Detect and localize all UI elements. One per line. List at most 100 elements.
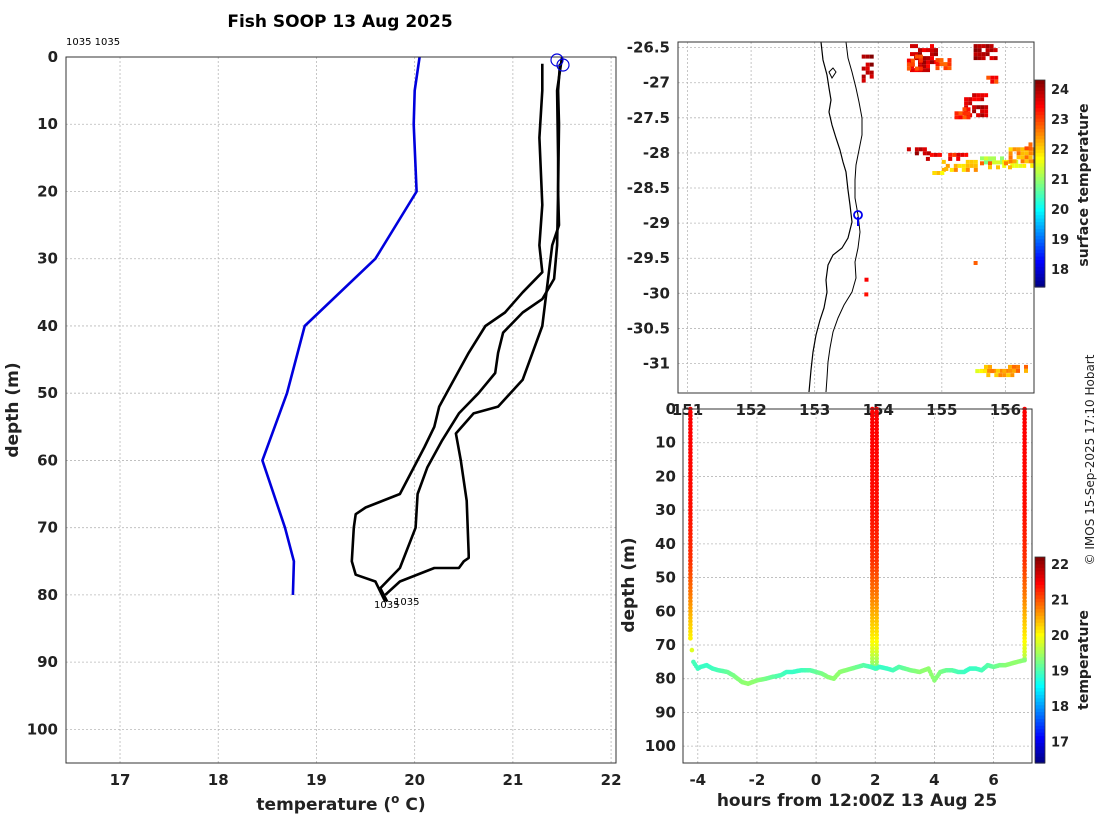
section-profile-point <box>1022 528 1027 533</box>
section-profile-point <box>870 507 875 513</box>
map-temperature-cell <box>984 364 988 369</box>
section-profile-point <box>870 548 875 553</box>
surface-temperature-colorbar-label: surface temperature <box>1076 103 1092 266</box>
map-temperature-cell <box>1020 147 1025 152</box>
temperature-colorbar-segment <box>1035 622 1045 627</box>
surface-colorbar-tick-label: 20 <box>1051 203 1069 218</box>
section-profile-point <box>874 575 879 580</box>
surface-colorbar-segment <box>1035 186 1045 191</box>
map-temperature-cell <box>930 56 934 61</box>
map-lat-tick-label: -30 <box>643 284 670 302</box>
surface-colorbar-segment <box>1035 197 1045 202</box>
section-profile-point <box>874 514 879 520</box>
section-profile-point <box>1022 629 1027 634</box>
section-profile-point <box>1022 625 1027 631</box>
section-profile-point <box>1022 491 1027 496</box>
section-profile-point <box>1022 440 1027 446</box>
section-profile-point <box>688 460 693 466</box>
surface-colorbar-segment <box>1035 193 1045 198</box>
section-profile-point <box>870 437 875 442</box>
section-profile-point <box>1022 437 1027 442</box>
surface-colorbar-segment <box>1035 80 1045 85</box>
map-temperature-cell <box>1016 364 1020 369</box>
section-profile-point <box>870 558 875 563</box>
map-temperature-cell <box>935 62 940 67</box>
section-profile-point <box>688 507 693 513</box>
temperature-colorbar-segment <box>1035 694 1045 699</box>
map-temperature-cell <box>1028 151 1033 156</box>
section-profile-point <box>874 437 879 442</box>
section-profile-point <box>874 639 879 644</box>
profile-frame <box>65 56 617 764</box>
map-temperature-cell <box>973 52 978 57</box>
map-temperature-cell <box>993 48 998 53</box>
temperature-colorbar-segment <box>1035 587 1045 592</box>
surface-colorbar-frame <box>1034 79 1046 288</box>
temperature-colorbar-segment <box>1035 574 1045 579</box>
imos-credit: © IMOS 15-Sep-2025 17:10 Hobart <box>1083 354 1097 565</box>
map-temperature-cell <box>1016 147 1021 152</box>
map-temperature-cell <box>935 66 940 71</box>
section-y-tick-label: 80 <box>655 670 676 688</box>
temperature-colorbar-segment <box>1035 721 1045 726</box>
section-profile-point <box>1022 511 1027 516</box>
section-y-tick-label: 30 <box>655 501 676 519</box>
map-temperature-cell <box>926 151 931 156</box>
map-temperature-cell <box>1024 368 1028 373</box>
section-profile-point <box>874 609 879 614</box>
section-profile-point <box>870 605 875 611</box>
map-temperature-cell <box>958 111 963 116</box>
map-temperature-cell <box>864 277 869 282</box>
temperature-colorbar-segment <box>1035 728 1045 733</box>
temperature-colorbar-segment <box>1035 591 1045 596</box>
map-temperature-cell <box>865 62 870 67</box>
temperature-colorbar-segment <box>1035 711 1045 716</box>
section-profile-point <box>870 501 875 506</box>
map-temperature-cell <box>988 368 992 373</box>
map-temperature-cell <box>1024 155 1029 160</box>
map-temperature-cell <box>962 115 967 120</box>
map-lat-tick-label: -29 <box>643 214 670 232</box>
section-profile-point <box>688 582 693 587</box>
section-y-tick-label: 100 <box>645 737 676 755</box>
section-profile-point <box>874 649 879 654</box>
section-profile-point <box>1022 652 1027 658</box>
section-profile-point <box>874 518 879 523</box>
profile-x-tick-label: 22 <box>601 771 622 789</box>
section-profile-point <box>874 541 879 547</box>
temperature-colorbar-segment <box>1035 687 1045 692</box>
figure-title: Fish SOOP 13 Aug 2025 <box>227 12 452 32</box>
map-temperature-cell <box>926 56 930 61</box>
map-temperature-cell <box>941 159 946 164</box>
section-profile-point <box>688 416 693 422</box>
map-temperature-cell <box>932 171 937 175</box>
section-profile-point <box>874 477 879 483</box>
map-temperature-cell <box>973 48 978 53</box>
map-temperature-cell <box>1000 156 1004 161</box>
map-temperature-cell <box>988 161 992 166</box>
map-temperature-cell <box>976 105 981 110</box>
map-lon-tick-label: 152 <box>735 401 766 419</box>
map-temperature-cell <box>957 163 962 168</box>
surface-colorbar-tick-label: 19 <box>1051 233 1069 248</box>
surface-colorbar-segment <box>1035 93 1045 98</box>
map-temperature-cell <box>926 60 930 65</box>
map-temperature-cell <box>965 167 970 172</box>
section-profile-point <box>870 447 875 452</box>
temperature-colorbar-segment <box>1035 670 1045 675</box>
section-profile-point <box>870 416 875 422</box>
section-profile-point <box>1022 575 1027 580</box>
map-temperature-cell <box>1010 163 1015 168</box>
shelf-contour <box>825 41 863 393</box>
section-profile-point <box>870 470 875 476</box>
surface-colorbar-tick-label: 21 <box>1051 173 1069 188</box>
map-temperature-cell <box>1030 163 1035 168</box>
section-x-tick-label: -4 <box>689 771 706 789</box>
temperature-colorbar-segment <box>1035 756 1045 761</box>
section-x-label: hours from 12:00Z 13 Aug 25 <box>717 791 997 811</box>
section-profile-point <box>870 578 875 584</box>
section-profile-point <box>874 642 879 648</box>
temperature-colorbar-segment <box>1035 632 1045 637</box>
section-profile-point <box>870 534 875 540</box>
section-y-tick-label: 0 <box>666 400 676 418</box>
